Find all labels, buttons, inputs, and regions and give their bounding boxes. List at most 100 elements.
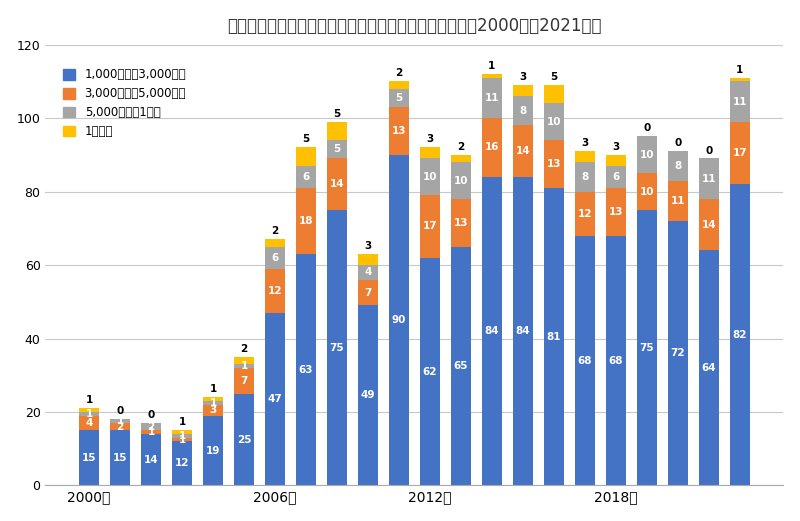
Text: 47: 47 [267, 394, 282, 404]
Bar [668, 180, 688, 221]
Bar [327, 210, 347, 486]
Bar [265, 269, 285, 313]
Bar [544, 103, 564, 140]
Text: 62: 62 [422, 367, 437, 377]
Bar [574, 235, 595, 486]
Text: 5: 5 [395, 93, 402, 103]
Title: 各年３月末時点の大規模ファンドの規模別本数の推移（2000年〜2021年）: 各年３月末時点の大規模ファンドの規模別本数の推移（2000年〜2021年） [227, 17, 602, 35]
Bar [296, 188, 316, 254]
Text: 14: 14 [144, 455, 158, 465]
Bar [358, 305, 378, 486]
Text: 14: 14 [330, 179, 344, 189]
Text: 4: 4 [364, 267, 371, 277]
Bar [544, 140, 564, 188]
Bar [606, 188, 626, 235]
Bar [110, 423, 130, 430]
Bar [296, 166, 316, 188]
Bar [389, 89, 409, 107]
Text: 3: 3 [364, 241, 371, 251]
Bar [327, 140, 347, 158]
Text: 18: 18 [298, 216, 313, 226]
Bar [513, 126, 533, 177]
Text: 8: 8 [674, 161, 682, 171]
Text: 25: 25 [237, 435, 251, 444]
Bar [172, 441, 192, 486]
Bar [574, 192, 595, 235]
Bar [574, 162, 595, 192]
Bar [327, 158, 347, 210]
Bar [482, 74, 502, 78]
Text: 11: 11 [670, 196, 685, 206]
Text: 2: 2 [147, 421, 154, 432]
Bar [574, 151, 595, 162]
Bar [296, 254, 316, 486]
Text: 10: 10 [546, 117, 561, 127]
Text: 8: 8 [519, 106, 526, 116]
Text: 1: 1 [178, 431, 186, 441]
Text: 81: 81 [546, 332, 561, 342]
Bar [450, 246, 471, 486]
Text: 12: 12 [174, 458, 190, 468]
Text: 10: 10 [454, 176, 468, 185]
Text: 5: 5 [334, 144, 341, 154]
Bar [637, 210, 657, 486]
Text: 68: 68 [609, 355, 623, 366]
Text: 13: 13 [392, 126, 406, 136]
Bar [141, 434, 161, 486]
Bar [234, 368, 254, 393]
Text: 1: 1 [240, 361, 247, 371]
Bar [110, 430, 130, 486]
Bar [141, 423, 161, 430]
Text: 1: 1 [210, 398, 217, 408]
Text: 10: 10 [422, 172, 437, 182]
Bar [172, 434, 192, 438]
Text: 2: 2 [116, 421, 124, 432]
Text: 84: 84 [485, 326, 499, 336]
Bar [172, 430, 192, 434]
Text: 19: 19 [206, 445, 220, 455]
Bar [389, 81, 409, 89]
Text: 63: 63 [298, 365, 313, 375]
Text: 72: 72 [670, 348, 685, 358]
Bar [698, 199, 719, 250]
Text: 68: 68 [578, 355, 592, 366]
Text: 14: 14 [515, 146, 530, 156]
Text: 5: 5 [334, 109, 341, 119]
Bar [79, 408, 99, 412]
Text: 5: 5 [550, 72, 558, 82]
Text: 2: 2 [395, 68, 402, 78]
Bar [668, 151, 688, 180]
Text: 7: 7 [364, 288, 371, 297]
Text: 3: 3 [426, 134, 434, 144]
Bar [606, 235, 626, 486]
Text: 84: 84 [515, 326, 530, 336]
Text: 11: 11 [702, 173, 716, 184]
Bar [544, 188, 564, 486]
Bar [482, 118, 502, 177]
Bar [668, 221, 688, 486]
Text: 49: 49 [361, 390, 375, 401]
Text: 1: 1 [86, 409, 93, 419]
Bar [513, 85, 533, 96]
Text: 13: 13 [609, 207, 623, 217]
Text: 11: 11 [733, 96, 747, 106]
Text: 2: 2 [458, 142, 465, 152]
Bar [450, 199, 471, 246]
Bar [358, 280, 378, 305]
Bar [698, 250, 719, 486]
Legend: 1,000億円〜3,000億円, 3,000億円〜5,000億円, 5,000億円〜1兆円, 1兆円〜: 1,000億円〜3,000億円, 3,000億円〜5,000億円, 5,000億… [58, 64, 191, 143]
Bar [606, 166, 626, 188]
Bar [450, 155, 471, 162]
Bar [420, 258, 440, 486]
Text: 1: 1 [178, 417, 186, 427]
Bar [234, 357, 254, 364]
Bar [79, 430, 99, 486]
Bar [203, 401, 223, 405]
Bar [265, 246, 285, 269]
Text: 6: 6 [271, 253, 278, 263]
Bar [420, 195, 440, 258]
Text: 3: 3 [519, 72, 526, 82]
Text: 5: 5 [302, 134, 310, 144]
Text: 1: 1 [488, 61, 495, 71]
Bar [389, 107, 409, 155]
